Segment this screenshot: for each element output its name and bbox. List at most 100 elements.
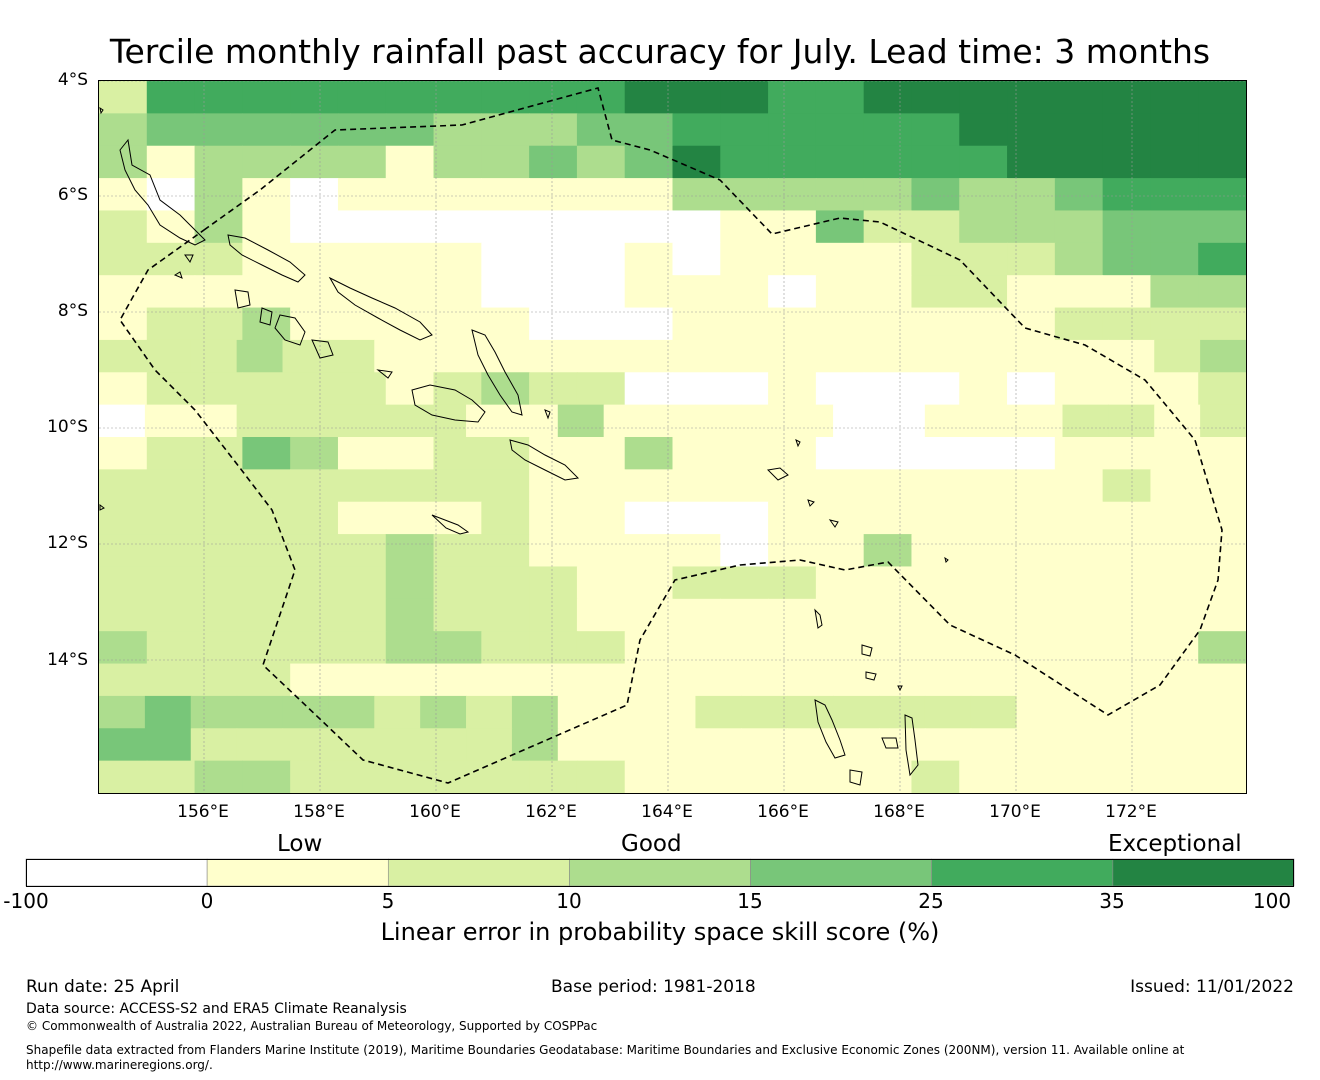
skill-cell <box>768 113 817 147</box>
skill-cell <box>1016 339 1064 373</box>
skill-cell <box>481 501 530 535</box>
skill-cell <box>144 404 192 438</box>
legend-category-good: Good <box>621 831 682 857</box>
skill-cell <box>481 275 530 309</box>
lon-label: 158°E <box>293 802 345 822</box>
skill-cell <box>242 178 291 212</box>
skill-cell <box>481 210 530 244</box>
skill-cell <box>911 81 960 114</box>
skill-cell <box>911 501 960 535</box>
skill-cell <box>1198 307 1247 341</box>
skill-cell <box>833 339 880 373</box>
skill-cell <box>720 663 769 697</box>
skill-cell <box>576 760 626 794</box>
skill-cell <box>1150 210 1199 244</box>
skill-cell <box>768 437 817 470</box>
skill-cell <box>1200 339 1247 373</box>
skill-cell <box>878 728 926 762</box>
skill-cell <box>1150 81 1199 114</box>
skill-cell <box>911 437 960 470</box>
skill-cell <box>815 242 865 276</box>
skill-cell <box>768 275 817 309</box>
skill-cell <box>1102 113 1152 147</box>
skill-cell <box>1102 566 1152 600</box>
skill-cell <box>1198 760 1247 794</box>
skill-cell <box>374 695 421 729</box>
skill-cell <box>1007 598 1056 632</box>
skill-cell <box>1054 760 1104 794</box>
skill-cell <box>624 534 674 568</box>
skill-cell <box>720 501 769 535</box>
skill-cell <box>529 501 578 535</box>
skill-cell <box>1102 501 1152 535</box>
skill-cell <box>385 113 435 147</box>
skill-cell <box>1007 81 1056 114</box>
skill-cell <box>1108 339 1155 373</box>
skill-cell <box>146 469 196 503</box>
island-choiseul <box>227 234 306 283</box>
island-makira <box>509 439 580 481</box>
skill-cell <box>282 728 329 762</box>
skill-cell <box>1054 242 1104 276</box>
skill-cell <box>1054 598 1104 632</box>
skill-cell <box>433 81 482 114</box>
skill-cell <box>529 178 578 212</box>
skill-cell <box>1007 566 1056 600</box>
skill-cell <box>433 372 482 406</box>
skill-cell <box>720 275 769 309</box>
skill-cell <box>194 210 243 244</box>
skill-cell <box>433 275 482 309</box>
skill-cell <box>1102 242 1152 276</box>
skill-cell <box>374 339 421 373</box>
island-malekula <box>849 714 919 786</box>
skill-cell <box>1150 145 1199 179</box>
skill-cell <box>576 145 626 179</box>
skill-cell <box>385 178 435 212</box>
skill-cell <box>672 469 721 503</box>
base-period: Base period: 1981-2018 <box>551 977 756 997</box>
skill-cell <box>146 501 196 535</box>
skill-cell <box>576 275 626 309</box>
colorbar-segment <box>387 858 570 887</box>
skill-cell <box>1108 404 1155 438</box>
skill-cell <box>242 501 291 535</box>
skill-cell <box>1054 145 1104 179</box>
skill-cell <box>433 210 482 244</box>
skill-cell <box>768 631 817 665</box>
skill-cell <box>815 631 865 665</box>
figure-title: Tercile monthly rainfall past accuracy f… <box>109 32 1211 71</box>
skill-cell <box>481 307 530 341</box>
skill-cell <box>242 210 291 244</box>
skill-cell <box>337 631 387 665</box>
skill-cell <box>144 728 192 762</box>
skill-cell <box>911 663 960 697</box>
skill-cell <box>1007 275 1056 309</box>
skill-cell <box>768 760 817 794</box>
skill-cell <box>190 695 238 729</box>
skill-cell <box>1198 598 1247 632</box>
lat-label: 12°S <box>47 533 88 553</box>
skill-cell <box>911 275 960 309</box>
skill-cell <box>385 501 435 535</box>
skill-cell <box>1200 695 1247 729</box>
skill-cell <box>1198 566 1247 600</box>
skill-cell <box>290 210 339 244</box>
skill-cell <box>576 210 626 244</box>
skill-cell <box>720 469 769 503</box>
skill-cell <box>911 534 960 568</box>
skill-cell <box>970 339 1018 373</box>
skill-cell <box>1102 437 1152 470</box>
skill-cell <box>720 178 769 212</box>
skill-cell <box>576 307 626 341</box>
skill-cell <box>1198 81 1247 114</box>
skill-cell <box>146 275 196 309</box>
skill-cell <box>959 598 1008 632</box>
skill-cell <box>146 663 196 697</box>
skill-cell <box>1054 437 1104 470</box>
skill-cell <box>481 598 530 632</box>
skill-cell <box>1007 534 1056 568</box>
skill-cell <box>290 242 339 276</box>
skill-cell <box>557 404 605 438</box>
skill-cell <box>433 534 482 568</box>
